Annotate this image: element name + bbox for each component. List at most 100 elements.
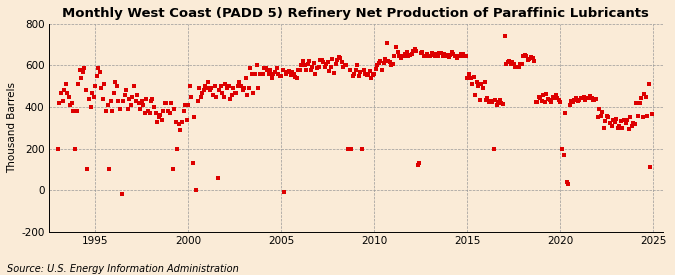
Point — [299, 63, 310, 68]
Point — [288, 72, 299, 76]
Point — [161, 101, 172, 105]
Point — [476, 82, 487, 86]
Point — [214, 88, 225, 93]
Point — [308, 61, 319, 66]
Point — [80, 88, 91, 93]
Point — [570, 95, 581, 100]
Point — [60, 82, 71, 86]
Point — [522, 58, 533, 62]
Point — [454, 54, 465, 58]
Text: Source: U.S. Energy Information Administration: Source: U.S. Energy Information Administ… — [7, 264, 238, 274]
Point — [574, 98, 585, 102]
Point — [448, 52, 459, 56]
Point — [323, 60, 333, 65]
Point — [254, 72, 265, 76]
Point — [277, 67, 288, 72]
Point — [637, 115, 648, 120]
Point — [619, 117, 630, 122]
Point — [531, 100, 541, 104]
Point — [442, 54, 453, 58]
Point — [443, 55, 454, 59]
Point — [270, 70, 281, 74]
Point — [184, 84, 195, 89]
Point — [220, 82, 231, 86]
Point — [366, 76, 377, 80]
Point — [566, 99, 576, 103]
Point — [302, 62, 313, 67]
Point — [67, 101, 78, 105]
Point — [603, 115, 614, 120]
Point — [394, 54, 404, 58]
Point — [600, 119, 611, 123]
Point — [198, 88, 209, 93]
Point — [197, 90, 208, 95]
Point — [556, 147, 567, 151]
Point — [636, 95, 647, 100]
Point — [544, 98, 555, 102]
Point — [318, 60, 329, 65]
Point — [532, 100, 543, 104]
Point — [151, 111, 161, 116]
Point — [541, 91, 552, 96]
Point — [257, 72, 268, 76]
Point — [73, 82, 84, 86]
Point — [190, 188, 201, 192]
Point — [279, 190, 290, 195]
Point — [76, 76, 86, 80]
Point — [620, 120, 631, 125]
Point — [589, 98, 600, 102]
Point — [521, 54, 532, 58]
Point — [268, 72, 279, 76]
Point — [434, 51, 445, 55]
Point — [409, 47, 420, 51]
Point — [601, 114, 612, 119]
Point — [431, 52, 441, 56]
Point — [243, 86, 254, 90]
Point — [484, 100, 495, 104]
Point — [440, 53, 451, 57]
Point — [606, 123, 617, 128]
Point — [580, 98, 591, 102]
Point — [342, 147, 353, 151]
Point — [296, 63, 306, 68]
Point — [209, 84, 220, 89]
Point — [403, 54, 414, 58]
Point — [282, 70, 293, 74]
Point — [608, 117, 618, 122]
Point — [535, 95, 546, 100]
Point — [195, 95, 206, 99]
Point — [568, 100, 578, 104]
Point — [361, 73, 372, 77]
Point — [411, 49, 422, 53]
Point — [86, 90, 97, 95]
Point — [172, 147, 183, 151]
Point — [98, 97, 109, 101]
Point — [550, 92, 561, 97]
Point — [307, 64, 318, 69]
Point — [380, 57, 391, 61]
Point — [563, 182, 574, 186]
Point — [614, 123, 625, 128]
Point — [344, 67, 355, 72]
Point — [639, 91, 649, 96]
Point — [330, 62, 341, 67]
Point — [152, 119, 163, 124]
Point — [628, 120, 639, 125]
Point — [102, 103, 113, 107]
Point — [408, 49, 418, 53]
Point — [231, 90, 242, 95]
Point — [597, 110, 608, 114]
Point — [169, 107, 180, 111]
Point — [543, 97, 554, 101]
Point — [331, 58, 342, 62]
Point — [397, 54, 408, 58]
Point — [285, 73, 296, 77]
Point — [88, 95, 99, 99]
Point — [564, 103, 575, 107]
Point — [105, 99, 116, 103]
Point — [605, 120, 616, 125]
Point — [85, 105, 96, 109]
Point — [475, 98, 485, 102]
Point — [433, 54, 443, 58]
Point — [647, 112, 657, 117]
